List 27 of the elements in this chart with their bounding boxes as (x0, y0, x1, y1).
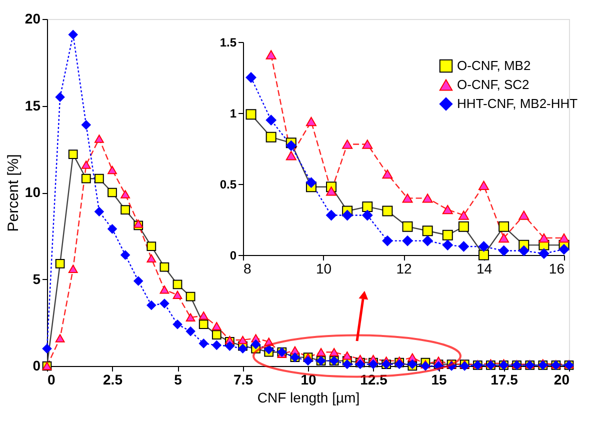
y-tick-label: 0 (230, 248, 237, 262)
x-tick-label: 14 (476, 260, 492, 276)
y-tick-label: 10 (24, 184, 41, 200)
x-axis-title: CNF length [µm] (257, 390, 360, 406)
legend-label: HHT-CNF, MB2-HHT (457, 96, 578, 111)
x-tick-label: 0 (48, 372, 56, 388)
x-tick-label: 5 (174, 372, 182, 388)
x-tick-label: 10 (316, 260, 332, 276)
x-tick-label: 7.5 (234, 372, 254, 388)
y-tick-label: 15 (24, 97, 41, 114)
x-tick-label: 15 (431, 372, 447, 388)
y-tick-label: 20 (24, 10, 41, 26)
x-tick-label: 12 (396, 260, 412, 276)
y-tick-label: 0.5 (220, 178, 237, 192)
legend-label: O-CNF, MB2 (457, 58, 531, 73)
x-tick-label: 2.5 (103, 372, 123, 388)
y-tick-label: 0 (32, 358, 41, 374)
y-axis-title: Percent [%] (4, 154, 22, 232)
x-tick-label: 16 (548, 260, 565, 276)
legend-label: O-CNF, SC2 (457, 77, 530, 92)
x-tick-label: 20 (554, 372, 570, 388)
y-tick-label: 5 (32, 270, 41, 287)
y-tick-label: 1.5 (220, 36, 237, 50)
x-tick-label: 10 (300, 372, 316, 388)
x-tick-label: 17.5 (490, 372, 518, 388)
x-tick-label: 8 (244, 260, 252, 276)
y-tick-label: 1 (230, 106, 237, 120)
